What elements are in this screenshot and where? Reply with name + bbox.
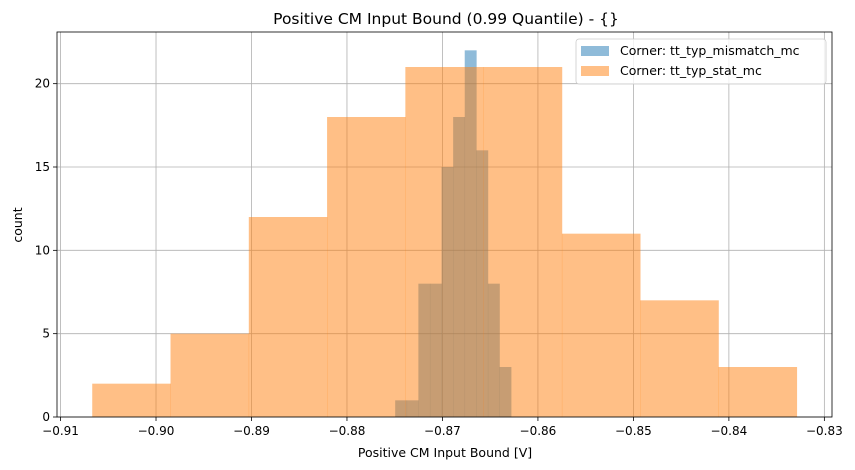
x-tick-label: −0.83 (806, 424, 843, 438)
x-tick-label: −0.89 (233, 424, 270, 438)
x-tick-label: −0.91 (42, 424, 79, 438)
legend-swatch (581, 66, 609, 76)
histogram-bar (92, 383, 171, 417)
legend-label: Corner: tt_typ_mismatch_mc (620, 43, 800, 58)
x-tick-label: −0.88 (329, 424, 366, 438)
x-tick-label: −0.90 (138, 424, 175, 438)
histogram-bar (327, 117, 406, 417)
y-tick-label: 20 (35, 77, 50, 91)
x-tick-label: −0.86 (520, 424, 557, 438)
histogram-bar (405, 67, 484, 417)
x-axis-label: Positive CM Input Bound [V] (358, 445, 532, 460)
axes: −0.91 −0.90 −0.89 −0.88 −0.87 −0.86 −0.85 −0.84… (35, 31, 843, 438)
y-tick-label: 15 (35, 160, 50, 174)
legend-label: Corner: tt_typ_stat_mc (620, 63, 762, 78)
chart-title: Positive CM Input Bound (0.99 Quantile) … (273, 10, 619, 28)
legend-swatch (581, 46, 609, 56)
y-tick-label: 5 (42, 327, 50, 341)
x-tick-label: −0.85 (615, 424, 652, 438)
x-tick-label: −0.84 (710, 424, 747, 438)
y-axis-label: count (10, 207, 25, 242)
bars (92, 50, 798, 418)
y-tick-label: 10 (35, 243, 50, 257)
histogram-bar (483, 67, 563, 417)
plot-frame (56, 31, 833, 418)
histogram-bar (640, 300, 719, 417)
x-tick-label: −0.87 (424, 424, 461, 438)
y-tick-label: 0 (42, 410, 50, 424)
histogram-bar (248, 217, 328, 417)
legend-box (575, 38, 827, 85)
histogram-bar (561, 233, 641, 417)
legend: Corner: tt_typ_mismatch_mc Corner: tt_typ… (575, 38, 827, 85)
histogram-bar (170, 333, 250, 417)
histogram-bar (718, 367, 798, 417)
